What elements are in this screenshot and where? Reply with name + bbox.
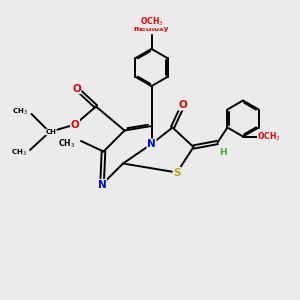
- Text: H: H: [219, 148, 227, 157]
- Text: OCH$_3$: OCH$_3$: [257, 130, 281, 143]
- Text: N: N: [147, 139, 156, 149]
- Text: O: O: [72, 83, 81, 94]
- Text: CH$_3$: CH$_3$: [11, 147, 26, 158]
- Text: O: O: [70, 119, 80, 130]
- Text: CH$_3$: CH$_3$: [58, 138, 75, 150]
- Text: N: N: [98, 179, 106, 190]
- Text: CH: CH: [46, 129, 56, 135]
- Text: methoxy: methoxy: [134, 26, 169, 32]
- Text: O: O: [178, 100, 188, 110]
- Text: CH$_3$: CH$_3$: [12, 106, 28, 117]
- Text: methoxy: methoxy: [152, 26, 158, 27]
- Text: OCH$_3$: OCH$_3$: [140, 15, 163, 28]
- Text: S: S: [173, 167, 181, 178]
